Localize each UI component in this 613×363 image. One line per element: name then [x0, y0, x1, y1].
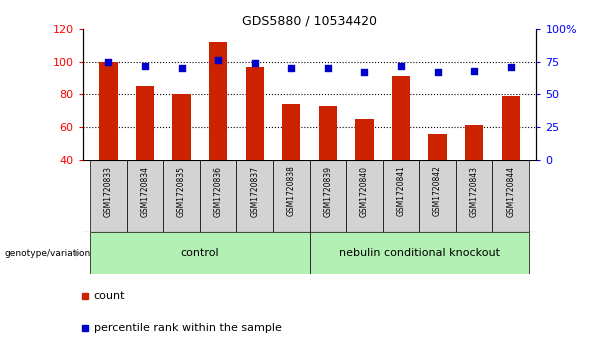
Bar [127, 160, 163, 232]
Text: nebulin conditional knockout: nebulin conditional knockout [339, 248, 500, 258]
Bar [383, 160, 419, 232]
Bar [172, 94, 191, 160]
Text: GSM1720833: GSM1720833 [104, 166, 113, 216]
Bar [246, 66, 264, 160]
Point [286, 65, 296, 71]
Bar [90, 160, 127, 232]
Point [360, 69, 370, 75]
Bar [419, 160, 456, 232]
Bar [310, 232, 529, 274]
Bar [392, 76, 410, 160]
Point [104, 59, 113, 65]
Point [396, 63, 406, 69]
Bar [200, 160, 237, 232]
Title: GDS5880 / 10534420: GDS5880 / 10534420 [242, 15, 377, 28]
Bar [492, 160, 529, 232]
Text: control: control [180, 248, 219, 258]
Point [249, 60, 259, 66]
Bar [428, 134, 447, 160]
Text: genotype/variation: genotype/variation [4, 249, 90, 258]
Point [506, 64, 516, 70]
Text: GSM1720837: GSM1720837 [250, 166, 259, 216]
Bar [90, 232, 310, 274]
Bar [456, 160, 492, 232]
Bar [346, 160, 383, 232]
Bar [99, 62, 118, 160]
Text: GSM1720834: GSM1720834 [140, 166, 150, 216]
Bar [319, 106, 337, 160]
Text: GSM1720835: GSM1720835 [177, 166, 186, 216]
Bar [209, 42, 227, 160]
Text: GSM1720838: GSM1720838 [287, 166, 296, 216]
Text: GSM1720839: GSM1720839 [323, 166, 332, 216]
Bar [163, 160, 200, 232]
Point [323, 65, 333, 71]
Text: GSM1720842: GSM1720842 [433, 166, 442, 216]
Text: GSM1720844: GSM1720844 [506, 166, 516, 216]
Bar [501, 96, 520, 160]
Point [140, 63, 150, 69]
Text: GSM1720836: GSM1720836 [213, 166, 223, 216]
Point [433, 69, 443, 75]
Text: count: count [94, 291, 125, 301]
Bar [136, 86, 154, 160]
Bar [356, 119, 373, 160]
Text: GSM1720840: GSM1720840 [360, 166, 369, 216]
Text: GSM1720841: GSM1720841 [397, 166, 406, 216]
Bar [273, 160, 310, 232]
Point [213, 57, 223, 63]
Bar [237, 160, 273, 232]
Bar [465, 125, 483, 160]
Point [470, 68, 479, 74]
Text: percentile rank within the sample: percentile rank within the sample [94, 323, 281, 333]
Text: GSM1720843: GSM1720843 [470, 166, 479, 216]
Bar [282, 104, 300, 160]
Bar [310, 160, 346, 232]
Point [177, 65, 186, 71]
